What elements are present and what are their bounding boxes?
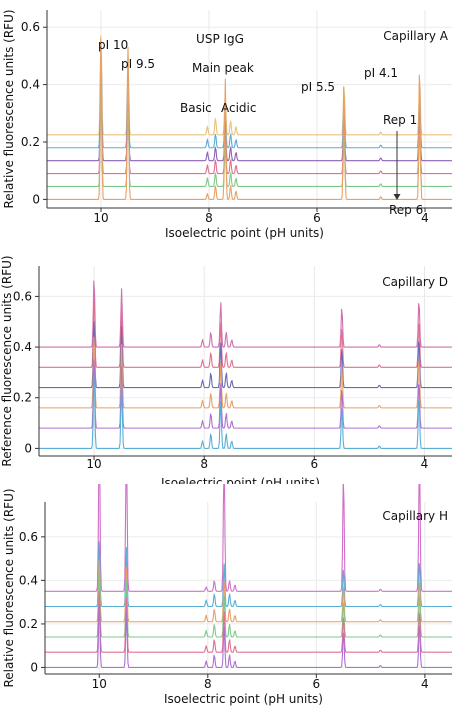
annotation-label: Basic (180, 101, 212, 115)
trace-series-3 (39, 321, 452, 389)
x-tick-label: 10 (86, 457, 101, 471)
y-tick-label: 0.4 (21, 78, 40, 92)
x-tick-label: 4 (421, 211, 429, 225)
annotation-label: Main peak (192, 61, 254, 75)
capillary-d-chart: 10 8 6 4 0 0.2 0.4 0.6 Isoelectric point (pH uni… (0, 255, 452, 484)
capillary-d-panel: 10 8 6 4 0 0.2 0.4 0.6 Isoelectric point (pH uni… (0, 244, 458, 484)
x-tick-label: 8 (204, 677, 212, 691)
y-tick-label: 0.6 (19, 530, 38, 544)
annotation-label: Rep 6 (389, 203, 423, 217)
y-tick-label: 0.2 (13, 391, 32, 405)
trace-series-5 (45, 590, 452, 653)
capillary-h-chart: 10 8 6 4 0 0.2 0.4 0.6 Isoelectric point (pH uni… (2, 484, 452, 706)
annotation-label: Acidic (221, 101, 256, 115)
y-axis-label: Relative fluorescence units (RFU) (2, 488, 16, 687)
x-axis-label: Isoelectric point (pH units) (161, 476, 320, 484)
y-tick-label: 0.4 (19, 573, 38, 587)
x-axis-label: Isoelectric point (pH units) (165, 226, 324, 240)
trace-series-5 (47, 87, 452, 188)
y-tick-label: 0.6 (13, 289, 32, 303)
chart-title: USP IgG (196, 32, 244, 46)
panel-label: Capillary D (382, 275, 448, 289)
y-tick-label: 0.6 (21, 20, 40, 34)
trace-series-2 (39, 298, 452, 368)
trace-series-2 (47, 56, 452, 149)
trace-series-4 (47, 79, 452, 175)
y-axis-label: Relative fluorescence units (RFU) (2, 9, 16, 208)
capillary-h-panel: 10 8 6 4 0 0.2 0.4 0.6 Isoelectric point (pH uni… (0, 484, 458, 726)
panel-label: Capillary A (383, 29, 449, 43)
x-tick-label: 8 (205, 211, 213, 225)
y-tick-label: 0.2 (19, 617, 38, 631)
trace-series-1 (47, 35, 452, 136)
x-tick-label: 10 (92, 677, 107, 691)
x-tick-label: 8 (200, 457, 208, 471)
trace-series-5 (39, 359, 452, 429)
capillary-a-panel: 10 8 6 4 0 0.2 0.4 0.6 Isoelectric point (pH uni… (0, 0, 458, 244)
trace-series-1 (45, 484, 452, 592)
trace-series-6 (45, 604, 452, 669)
trace-series-3 (45, 560, 452, 623)
panel-label: Capillary H (382, 509, 448, 523)
trace-series-6 (39, 374, 452, 449)
x-tick-label: 6 (311, 457, 319, 471)
y-tick-label: 0 (24, 441, 32, 455)
trace-series-3 (47, 63, 452, 162)
y-tick-label: 0 (32, 192, 40, 206)
replicate-arrowhead (393, 194, 401, 200)
y-axis-label: Reference fluorescence units (RFU) (0, 255, 14, 466)
annotation-label: pI 5.5 (301, 80, 335, 94)
x-tick-label: 6 (313, 677, 321, 691)
y-tick-label: 0.2 (21, 135, 40, 149)
annotation-label: pI 4.1 (364, 66, 398, 80)
capillary-a-chart: 10 8 6 4 0 0.2 0.4 0.6 Isoelectric point (pH uni… (2, 9, 452, 240)
trace-series-6 (47, 38, 452, 200)
trace-series-2 (45, 541, 452, 608)
annotation-label: pI 10 (98, 38, 128, 52)
x-axis-label: Isoelectric point (pH units) (164, 692, 323, 706)
trace-series-1 (39, 280, 452, 348)
x-tick-label: 4 (421, 677, 429, 691)
trace-series-4 (39, 336, 452, 409)
x-tick-label: 6 (313, 211, 321, 225)
y-tick-label: 0 (30, 660, 38, 674)
x-tick-label: 4 (421, 457, 429, 471)
y-tick-label: 0.4 (13, 340, 32, 354)
annotation-label: Rep 1 (383, 113, 417, 127)
trace-series-4 (45, 573, 452, 638)
annotation-label: pI 9.5 (121, 57, 155, 71)
x-tick-label: 10 (93, 211, 108, 225)
